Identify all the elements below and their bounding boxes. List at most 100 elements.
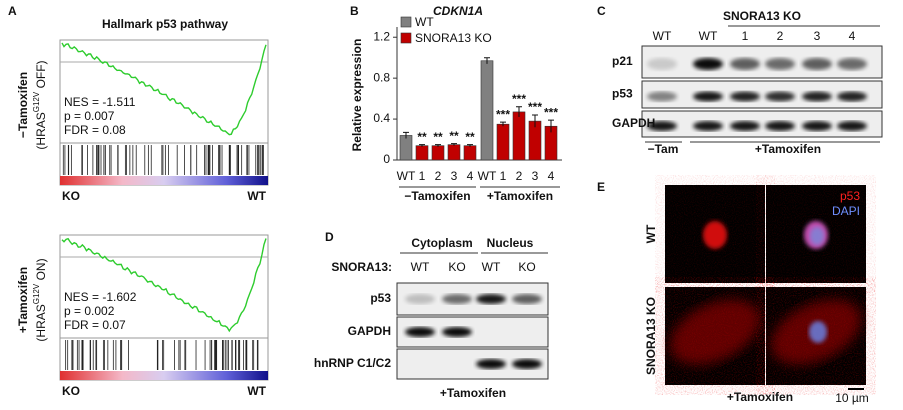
- error-bar: [484, 57, 490, 64]
- error-bar: [451, 143, 457, 146]
- group-label: +Tamoxifen: [755, 142, 821, 156]
- channel-label: p53: [840, 189, 860, 203]
- row-label: p21: [612, 54, 633, 68]
- x-tick-label: 3: [532, 169, 539, 183]
- x-tick-label: 4: [467, 169, 474, 183]
- x-tick-label: 1: [419, 169, 426, 183]
- band: [802, 91, 832, 102]
- band: [693, 58, 723, 70]
- band: [405, 327, 435, 337]
- band: [802, 121, 832, 131]
- error-bar: [403, 131, 409, 139]
- y-axis-label: Relative expression: [350, 39, 364, 152]
- bar: [512, 111, 526, 161]
- lane-label: KO: [448, 260, 465, 274]
- lane-label: 2: [777, 29, 784, 43]
- significance: **: [449, 129, 459, 143]
- bar: [447, 144, 461, 161]
- band: [730, 91, 760, 102]
- blot-header: Nucleus: [487, 236, 534, 250]
- footer: +Tamoxifen: [440, 386, 506, 400]
- lane-label: WT: [653, 29, 672, 43]
- error-bar: [500, 121, 506, 127]
- y-tick-label: 0.4: [373, 111, 390, 125]
- band: [802, 58, 832, 70]
- band: [442, 294, 472, 304]
- bar: [415, 145, 429, 161]
- bar: [480, 60, 494, 161]
- gsea-title: Hallmark p53 pathway: [102, 17, 228, 31]
- rank-end: WT: [247, 384, 266, 398]
- band: [476, 294, 506, 304]
- row-label: GAPDH: [612, 116, 655, 130]
- genotype-label: (HRASG12V OFF): [32, 60, 48, 149]
- band: [837, 121, 867, 131]
- band: [647, 91, 677, 102]
- band: [512, 294, 542, 304]
- enrichment-curve: [61, 42, 267, 136]
- genotype-part: G12V: [32, 283, 41, 304]
- nucleus: [703, 221, 727, 249]
- legend-label: SNORA13 KO: [415, 31, 492, 45]
- condition-label: +Tamoxifen: [16, 267, 30, 333]
- band: [693, 121, 723, 131]
- error-bar: [532, 114, 538, 128]
- dapi: [810, 227, 824, 245]
- row-label: hnRNP C1/C2: [314, 356, 391, 370]
- footer: +Tamoxifen: [727, 390, 793, 404]
- blot-header: Cytoplasm: [411, 236, 472, 250]
- genotype-label: (HRASG12V ON): [32, 258, 48, 341]
- significance: **: [433, 130, 443, 144]
- group-label: −Tamoxifen: [404, 189, 470, 203]
- band: [647, 121, 677, 131]
- y-tick-label: 1.2: [373, 29, 390, 43]
- scale-label: 10 µm: [835, 391, 869, 405]
- error-bar: [435, 144, 441, 147]
- gsea-stat: FDR = 0.08: [64, 123, 126, 137]
- group-label: +Tamoxifen: [487, 189, 553, 203]
- legend-swatch: [400, 32, 412, 44]
- y-tick-label: 0.8: [373, 70, 390, 84]
- error-bar: [419, 144, 425, 147]
- band: [405, 294, 435, 304]
- lane-label: WT: [411, 260, 430, 274]
- genotype-part: OFF): [34, 60, 48, 91]
- band: [647, 58, 677, 70]
- significance: ***: [496, 107, 510, 121]
- x-tick-label: 1: [500, 169, 507, 183]
- band: [837, 58, 867, 70]
- row-label: p53: [370, 291, 391, 305]
- band: [693, 91, 723, 102]
- band: [476, 359, 506, 369]
- lane-label: 3: [814, 29, 821, 43]
- significance: ***: [528, 100, 542, 114]
- bar: [496, 123, 510, 161]
- panel-label: B: [350, 4, 359, 18]
- rank-end: KO: [62, 384, 80, 398]
- enrichment-curve: [61, 237, 267, 333]
- lane-label: KO: [518, 260, 535, 274]
- error-bar: [516, 106, 522, 118]
- condition-label: −Tamoxifen: [16, 72, 30, 138]
- x-tick-label: 2: [435, 169, 442, 183]
- panel-label: E: [597, 180, 605, 194]
- group-label: −Tam: [648, 142, 679, 156]
- rank-end: KO: [62, 189, 80, 203]
- panel-label: A: [8, 4, 17, 18]
- chart-title: CDKN1A: [433, 4, 483, 18]
- genotype-part: (HRAS: [34, 304, 48, 341]
- band: [512, 359, 542, 369]
- band: [765, 121, 795, 131]
- genotype-part: (HRAS: [34, 112, 48, 149]
- band: [765, 91, 795, 102]
- significance: ***: [512, 92, 526, 106]
- significance: **: [465, 130, 475, 144]
- y-tick-label: 0: [383, 152, 390, 166]
- row-label: WT: [644, 224, 658, 243]
- genotype-part: ON): [34, 258, 48, 283]
- x-tick-label: 2: [516, 169, 523, 183]
- lane-label: 4: [849, 29, 856, 43]
- gsea-stat: NES = -1.511: [64, 95, 136, 109]
- bar: [463, 145, 477, 161]
